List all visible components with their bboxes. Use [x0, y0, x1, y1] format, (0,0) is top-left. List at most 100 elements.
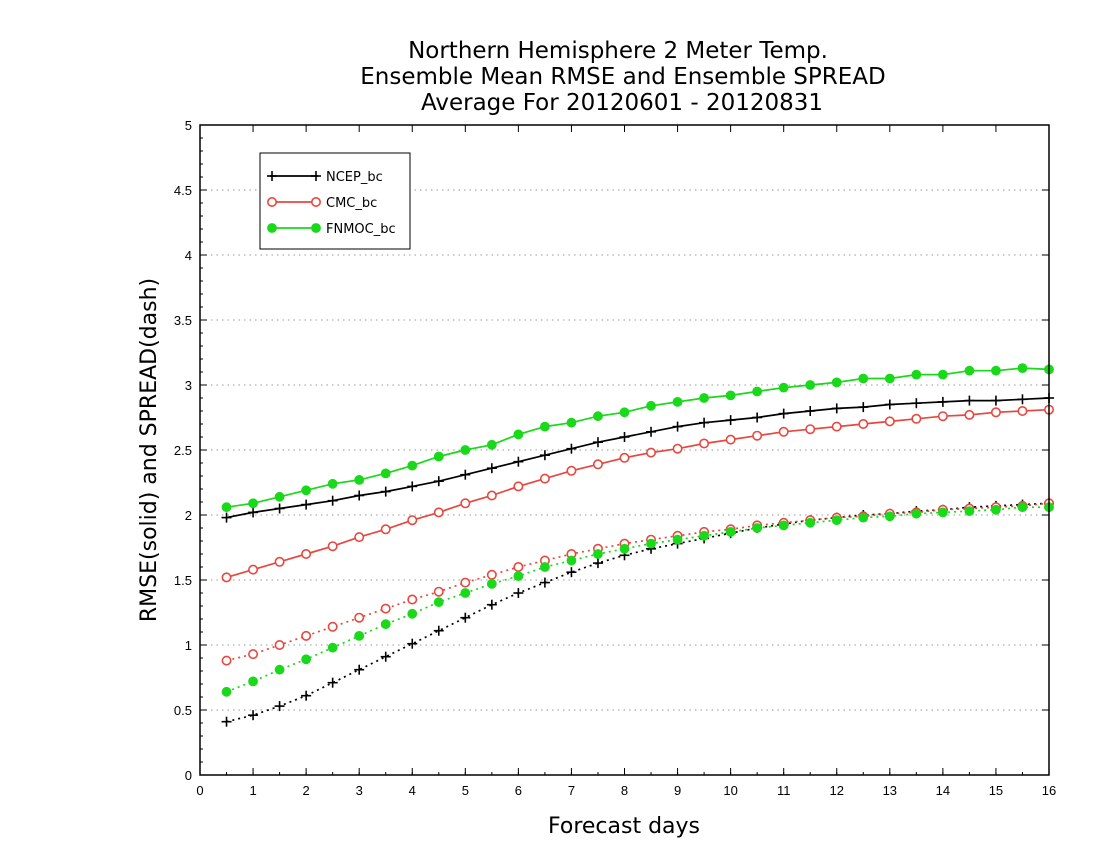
y-axis-label: RMSE(solid) and SPREAD(dash) — [137, 278, 162, 622]
x-tick-label-15: 15 — [989, 783, 1003, 798]
spread-point-FNMOC_bc-8 — [433, 597, 444, 607]
rmse-point-CMC_bc-28 — [964, 409, 975, 420]
rmse-point-FNMOC_bc-18 — [699, 393, 709, 403]
legend-item-CMC_bc: CMC_bc — [266, 196, 377, 211]
x-tick-label-12: 12 — [830, 783, 844, 798]
spread-point-NCEP_bc-3 — [301, 690, 312, 701]
rmse-point-FNMOC_bc-29 — [991, 365, 1001, 376]
rmse-point-FNMOC_bc-25 — [884, 373, 895, 384]
spread-point-FNMOC_bc-20 — [752, 523, 763, 533]
x-tick-label-1: 1 — [249, 783, 256, 798]
rmse-point-CMC_bc-29 — [990, 407, 1001, 418]
spread-point-FNMOC_bc-16 — [646, 538, 656, 549]
rmse-point-FNMOC_bc-15 — [619, 407, 630, 418]
spread-point-CMC_bc-11 — [513, 561, 524, 572]
spread-point-NCEP_bc-5 — [354, 664, 365, 675]
rmse-point-CMC_bc-1 — [248, 564, 259, 575]
rmse-point-NCEP_bc-0 — [221, 512, 232, 523]
rmse-point-FNMOC_bc-14 — [593, 411, 603, 422]
x-tick-label-10: 10 — [723, 783, 737, 798]
y-tick-label-5: 2.5 — [174, 443, 192, 458]
rmse-point-FNMOC_bc-0 — [221, 502, 232, 513]
rmse-point-NCEP_bc-9 — [460, 469, 471, 480]
rmse-point-CMC_bc-21 — [778, 426, 789, 437]
y-tick-label-0: 0 — [185, 768, 192, 783]
rmse-point-FNMOC_bc-22 — [805, 380, 816, 390]
rmse-point-NCEP_bc-21 — [778, 408, 789, 419]
spread-point-NCEP_bc-14 — [592, 558, 603, 569]
y-tick-label-7: 3.5 — [174, 313, 192, 328]
spread-point-NCEP_bc-13 — [566, 567, 577, 578]
spread-point-NCEP_bc-9 — [460, 612, 471, 623]
rmse-point-CMC_bc-19 — [725, 434, 736, 445]
spread-point-FNMOC_bc-27 — [937, 507, 948, 518]
rmse-point-NCEP_bc-5 — [354, 490, 365, 501]
spread-point-NCEP_bc-4 — [327, 677, 338, 688]
legend-item-FNMOC_bc: FNMOC_bc — [267, 222, 396, 237]
rmse-point-FNMOC_bc-1 — [248, 498, 258, 509]
rmse-point-NCEP_bc-30 — [1017, 394, 1028, 405]
rmse-point-NCEP_bc-2 — [274, 503, 285, 514]
series-layer — [221, 363, 1055, 727]
legend-label-CMC_bc: CMC_bc — [326, 196, 377, 211]
rmse-point-FNMOC_bc-19 — [725, 390, 736, 401]
spread-point-CMC_bc-2 — [274, 639, 285, 650]
x-tick-label-7: 7 — [568, 783, 575, 798]
spread-point-NCEP_bc-0 — [221, 716, 232, 727]
x-tick-label-4: 4 — [409, 783, 416, 798]
rmse-point-CMC_bc-24 — [858, 418, 869, 429]
x-tick-label-2: 2 — [303, 783, 310, 798]
rmse-point-NCEP_bc-16 — [646, 426, 657, 437]
rmse-point-CMC_bc-4 — [327, 541, 338, 552]
spread-point-NCEP_bc-6 — [380, 651, 391, 662]
rmse-point-FNMOC_bc-7 — [407, 460, 418, 471]
rmse-point-CMC_bc-8 — [433, 507, 444, 518]
rmse-point-NCEP_bc-17 — [672, 421, 683, 432]
rmse-point-NCEP_bc-18 — [699, 417, 710, 428]
spread-point-FNMOC_bc-10 — [486, 579, 497, 589]
series-NCEP_bc — [221, 393, 1054, 727]
rmse-point-FNMOC_bc-3 — [301, 485, 312, 496]
y-tick-label-2: 1 — [185, 638, 192, 653]
rmse-point-CMC_bc-6 — [380, 524, 391, 535]
spread-point-FNMOC_bc-25 — [884, 511, 895, 522]
rmse-point-FNMOC_bc-10 — [486, 439, 497, 450]
x-tick-label-5: 5 — [462, 783, 469, 798]
spread-point-FNMOC_bc-29 — [991, 504, 1001, 515]
spread-point-FNMOC_bc-26 — [911, 508, 922, 519]
rmse-point-FNMOC_bc-27 — [937, 369, 948, 380]
rmse-point-NCEP_bc-8 — [433, 476, 444, 487]
rmse-point-NCEP_bc-23 — [831, 403, 842, 414]
spread-point-CMC_bc-0 — [221, 655, 232, 666]
spread-point-CMC_bc-1 — [248, 649, 259, 660]
spread-line-FNMOC_bc — [226, 506, 1049, 693]
spread-point-FNMOC_bc-30 — [1017, 502, 1028, 513]
rmse-point-NCEP_bc-28 — [964, 395, 975, 406]
spread-point-CMC_bc-5 — [354, 612, 365, 623]
rmse-point-CMC_bc-23 — [831, 421, 842, 432]
rmse-line-FNMOC_bc — [226, 367, 1050, 509]
spread-point-FNMOC_bc-13 — [566, 555, 577, 566]
rmse-point-CMC_bc-7 — [407, 515, 418, 526]
x-tick-label-3: 3 — [356, 783, 363, 798]
rmse-point-CMC_bc-16 — [646, 447, 657, 458]
x-axis-ticks: 0 1 2 3 4 5 6 7 8 9 10 11 12 13 14 15 16 — [196, 125, 1056, 798]
rmse-point-NCEP_bc-19 — [725, 415, 736, 426]
rmse-point-CMC_bc-27 — [937, 411, 948, 422]
rmse-point-CMC_bc-15 — [619, 452, 630, 463]
rmse-point-NCEP_bc-11 — [513, 456, 524, 467]
rmse-point-FNMOC_bc-2 — [274, 491, 285, 502]
rmse-point-NCEP_bc-15 — [619, 432, 630, 442]
x-tick-label-13: 13 — [883, 783, 897, 798]
rmse-point-CMC_bc-0 — [221, 572, 232, 583]
rmse-point-FNMOC_bc-20 — [752, 386, 763, 397]
spread-point-NCEP_bc-10 — [486, 599, 497, 610]
rmse-point-FNMOC_bc-16 — [646, 400, 656, 411]
y-tick-label-8: 4 — [185, 248, 192, 263]
rmse-point-CMC_bc-5 — [354, 532, 365, 543]
rmse-point-CMC_bc-18 — [699, 438, 710, 449]
rmse-point-NCEP_bc-3 — [301, 499, 312, 510]
spread-point-FNMOC_bc-18 — [699, 530, 709, 541]
spread-point-FNMOC_bc-28 — [964, 506, 975, 517]
